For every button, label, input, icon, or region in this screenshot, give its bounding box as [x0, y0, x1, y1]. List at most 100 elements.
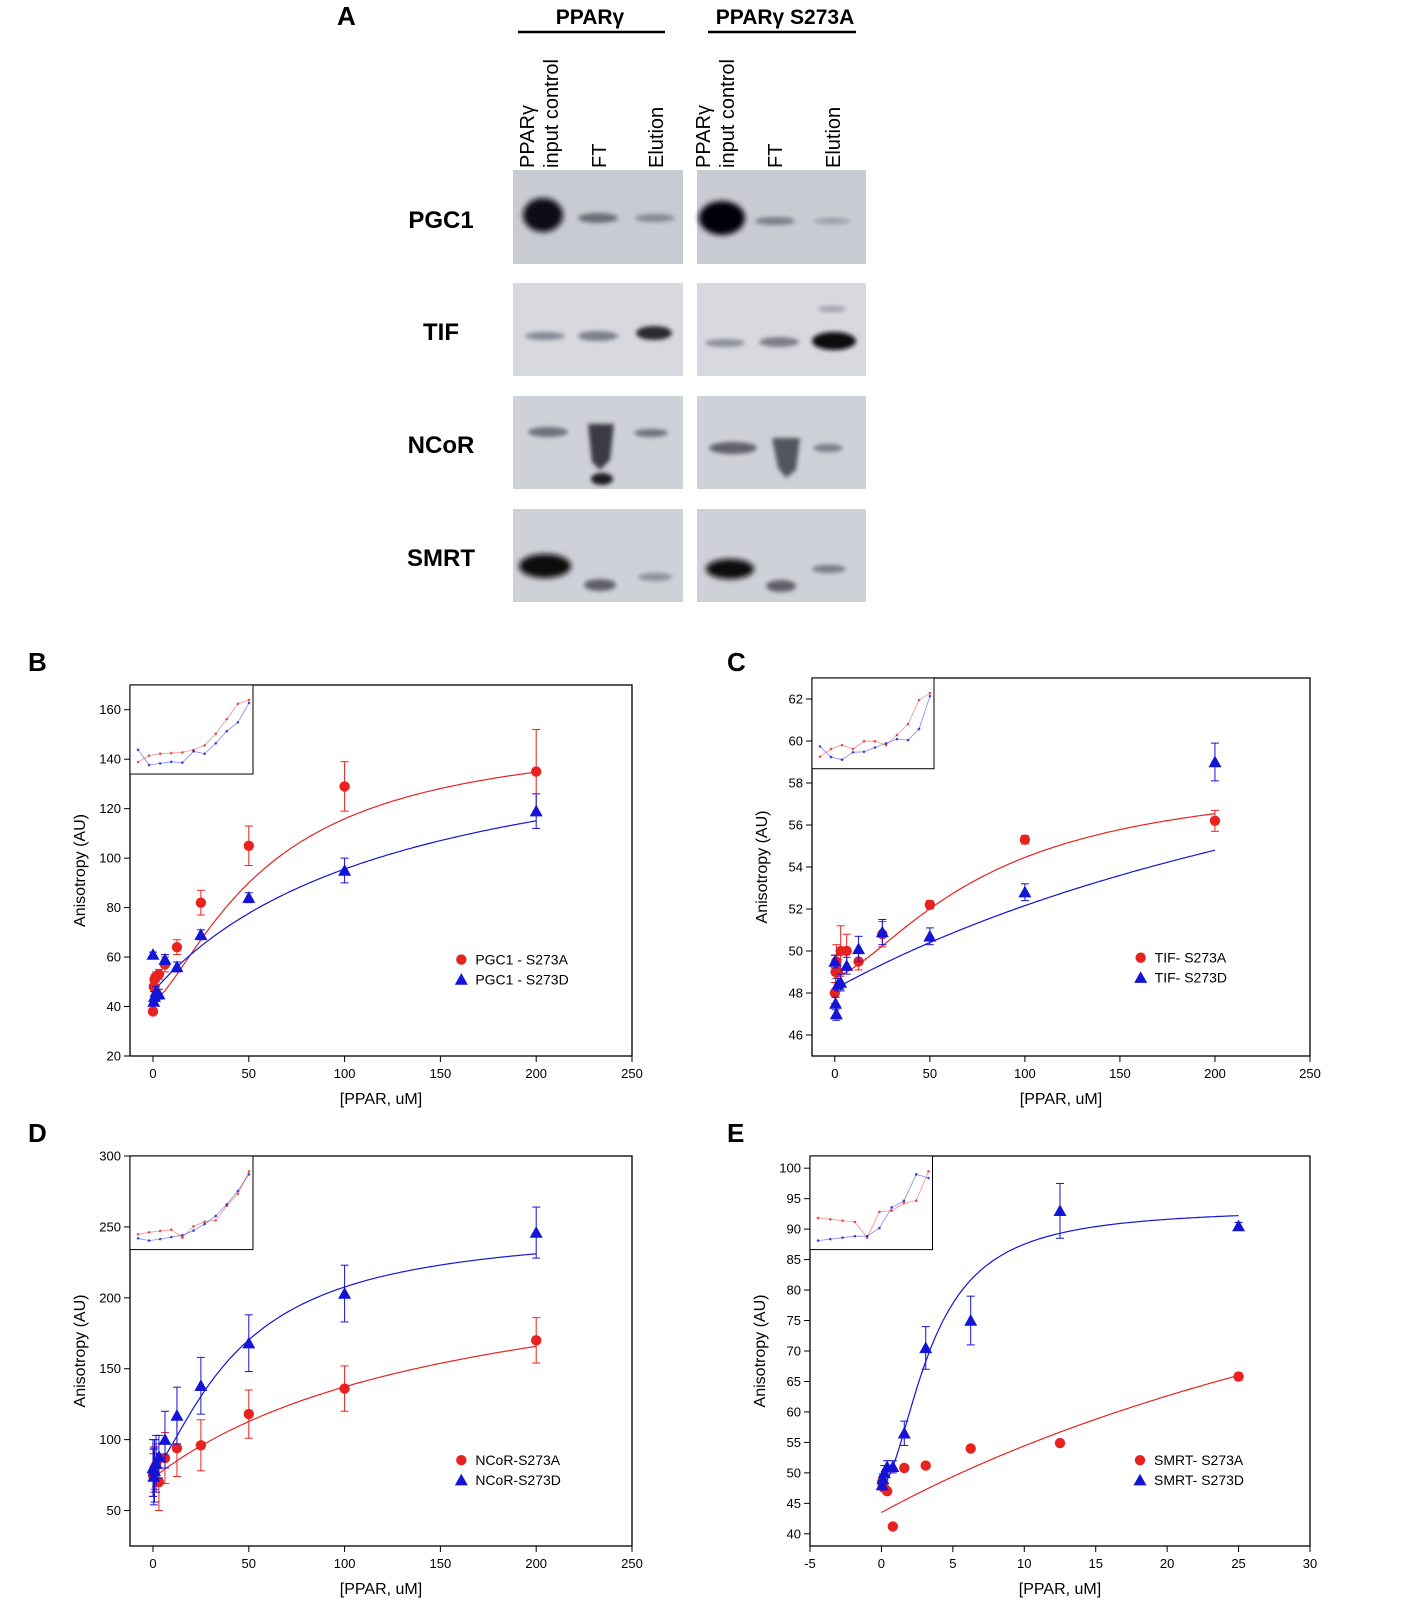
y-tick-label: 50 — [789, 944, 803, 959]
y-tick-label: 85 — [787, 1252, 801, 1267]
inset-frame — [129, 1155, 254, 1251]
y-tick-label: 60 — [789, 734, 803, 749]
data-point — [529, 804, 543, 817]
inset-fit — [137, 699, 250, 763]
data-point — [338, 864, 352, 876]
row-label-tif: TIF — [423, 319, 459, 346]
data-point — [1208, 755, 1222, 768]
x-tick-label: 20 — [1160, 1556, 1174, 1571]
y-tick-label: 80 — [787, 1283, 801, 1298]
y-tick-label: 50 — [787, 1465, 801, 1480]
chart-e: E -5 0 5 10 15 20 25 30 40 45 50 55 60 65 70 75 80 85 90 95… — [727, 1118, 1317, 1598]
fit-curve — [152, 771, 537, 1003]
y-tick-label: 150 — [99, 1361, 121, 1376]
data-point — [158, 1433, 172, 1445]
x-tick-label: 250 — [1299, 1066, 1321, 1081]
legend-label: TIF- S273A — [1155, 950, 1227, 966]
inset-fit — [137, 702, 250, 766]
y-axis-label: Anisotropy (AU) — [72, 814, 89, 927]
data-point — [148, 1464, 162, 1477]
inset-fit — [137, 1174, 250, 1242]
legend-marker — [456, 954, 467, 965]
y-axis-label: Anisotropy (AU) — [754, 811, 771, 924]
legend-marker — [1134, 971, 1148, 983]
x-axis-label: [PPAR, uM] — [340, 1581, 422, 1598]
lane-label-elution: Elution — [646, 107, 668, 168]
inset-point — [136, 1236, 140, 1240]
panel-a: A PPARγ PPARγ S273A PPARγ input control … — [337, 1, 866, 602]
x-tick-label: 50 — [923, 1066, 937, 1081]
x-tick-label: 30 — [1303, 1556, 1317, 1571]
y-tick-label: 70 — [787, 1344, 801, 1359]
data-point — [530, 766, 542, 777]
y-tick-label: 48 — [789, 986, 803, 1001]
data-point — [899, 1462, 910, 1474]
data-point — [194, 928, 208, 941]
x-tick-label: 250 — [621, 1556, 643, 1571]
x-tick-label: 100 — [1014, 1066, 1036, 1081]
y-tick-label: 300 — [99, 1149, 121, 1164]
data-point — [1233, 1371, 1244, 1382]
x-tick-label: 100 — [334, 1066, 356, 1081]
lane-label-input-control: input control — [541, 59, 563, 168]
svg-text:E: E — [727, 1118, 744, 1148]
y-tick-label: 46 — [789, 1028, 803, 1043]
lane-label-elution: Elution — [823, 107, 845, 168]
x-tick-label: 0 — [149, 1066, 156, 1081]
y-tick-label: 20 — [107, 1049, 121, 1064]
x-tick-label: 0 — [149, 1556, 156, 1571]
blot-tif-pparg — [513, 283, 683, 376]
row-label-ncor: NCoR — [408, 432, 475, 459]
data-point — [339, 781, 350, 792]
legend-marker — [1135, 952, 1146, 963]
data-point — [195, 897, 207, 908]
inset-frame — [809, 1155, 933, 1251]
data-point — [965, 1443, 976, 1454]
data-point — [877, 1466, 891, 1479]
lane-label-pparg: PPARγ — [517, 105, 539, 168]
row-label-smrt: SMRT — [407, 545, 475, 572]
inset-plot — [129, 1155, 254, 1251]
x-tick-label: 200 — [525, 1556, 547, 1571]
data-point — [964, 1314, 978, 1326]
blot-tif-s273a — [697, 283, 866, 376]
y-tick-label: 50 — [107, 1503, 121, 1518]
y-tick-label: 100 — [99, 1432, 121, 1447]
x-axis-label: [PPAR, uM] — [1020, 1091, 1102, 1108]
data-point — [171, 941, 183, 953]
blot-smrt-pparg — [513, 509, 683, 602]
axes-frame — [129, 1155, 633, 1547]
data-point — [875, 1478, 889, 1491]
data-point — [832, 966, 844, 978]
svg-text:B: B — [28, 647, 47, 677]
data-point — [242, 891, 256, 903]
x-tick-label: -5 — [804, 1556, 816, 1571]
data-point — [1232, 1219, 1246, 1232]
inset-point — [928, 694, 932, 698]
inset-fit — [819, 692, 931, 758]
data-point — [530, 1335, 542, 1346]
svg-text:C: C — [727, 647, 746, 677]
y-tick-label: 100 — [779, 1161, 801, 1176]
x-tick-label: 0 — [878, 1556, 885, 1571]
x-tick-label: 5 — [949, 1556, 956, 1571]
panel-a-letter: A — [337, 1, 356, 31]
y-tick-label: 75 — [787, 1313, 801, 1328]
data-point — [242, 1336, 256, 1349]
inset-plot — [811, 677, 935, 770]
y-tick-label: 250 — [99, 1219, 121, 1234]
inset-fit — [817, 1173, 929, 1241]
x-axis-label: [PPAR, uM] — [340, 1091, 422, 1108]
lane-label-ft: FT — [765, 144, 787, 168]
data-point — [841, 945, 852, 957]
x-tick-label: 250 — [621, 1066, 643, 1081]
group-header-pparg: PPARγ — [556, 6, 625, 29]
legend-label: NCoR-S273D — [475, 1472, 561, 1488]
data-point — [924, 899, 936, 910]
legend-marker — [1134, 1455, 1146, 1466]
data-point — [147, 1006, 159, 1017]
inset-fit — [137, 1171, 250, 1239]
y-tick-label: 90 — [787, 1222, 801, 1237]
x-tick-label: 150 — [430, 1066, 452, 1081]
legend-label: TIF- S273D — [1155, 970, 1227, 986]
